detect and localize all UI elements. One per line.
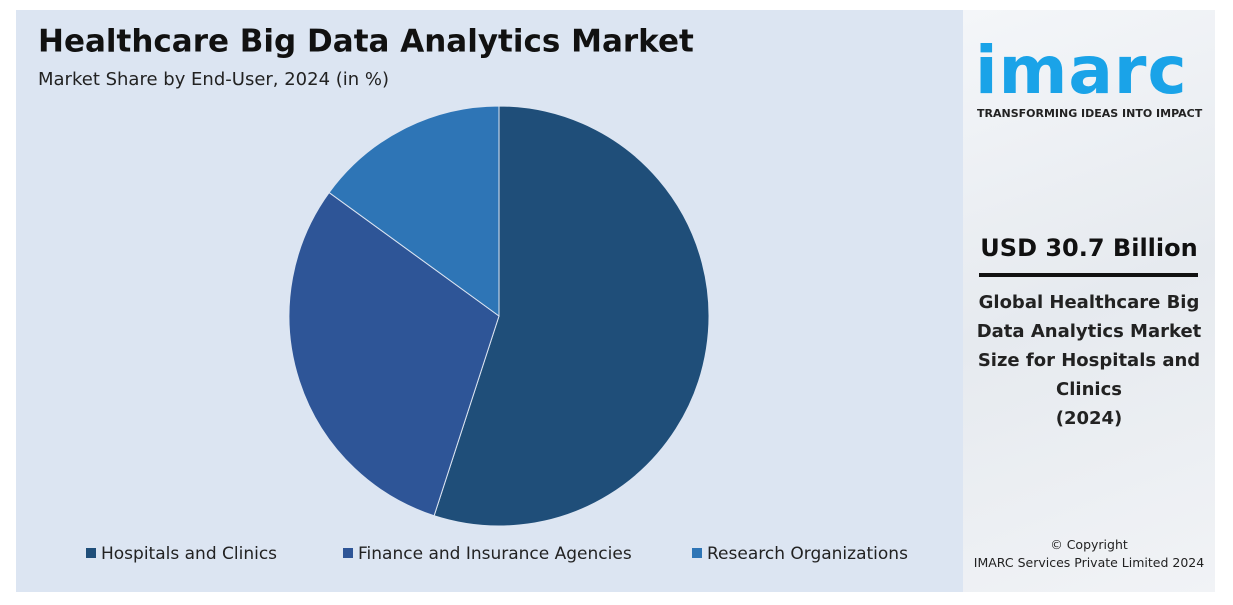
year: (2024) [1055,408,1123,429]
legend-label: Hospitals and Clinics [101,544,277,564]
legend-swatch [86,548,96,558]
legend: Hospitals and Clinics Finance and Insuran… [86,544,908,564]
market-size: USD 30.7 Billion [980,234,1198,262]
description: Global Healthcare Big Data Analytics Mar… [976,292,1202,400]
tagline: TRANSFORMING IDEAS INTO IMPACT [977,107,1203,120]
chart: Healthcare Big Data Analytics Market Mar… [38,24,908,565]
chart-title: Healthcare Big Data Analytics Market [38,24,694,60]
pie-slice [328,105,500,317]
description-block: Global Healthcare Big Data Analytics Mar… [973,288,1205,433]
pie-slice [433,105,710,527]
company: IMARC Services Private Limited 2024 [973,555,1205,570]
legend-swatch [692,548,702,558]
copyright: © Copyright [1050,537,1128,552]
copyright-block: © Copyright IMARC Services Private Limit… [963,536,1215,572]
legend-label: Finance and Insurance Agencies [358,544,632,564]
chart-panel: Healthcare Big Data Analytics Market Mar… [16,10,963,592]
pie-slice [288,191,500,517]
chart-subtitle: Market Share by End-User, 2024 (in %) [38,69,389,90]
sidebar: imarc TRANSFORMING IDEAS INTO IMPACT USD… [963,10,1215,592]
divider [979,273,1198,277]
legend-swatch [343,548,353,558]
pie [288,105,710,527]
legend-label: Research Organizations [707,544,908,564]
logo: imarc [975,32,1188,109]
